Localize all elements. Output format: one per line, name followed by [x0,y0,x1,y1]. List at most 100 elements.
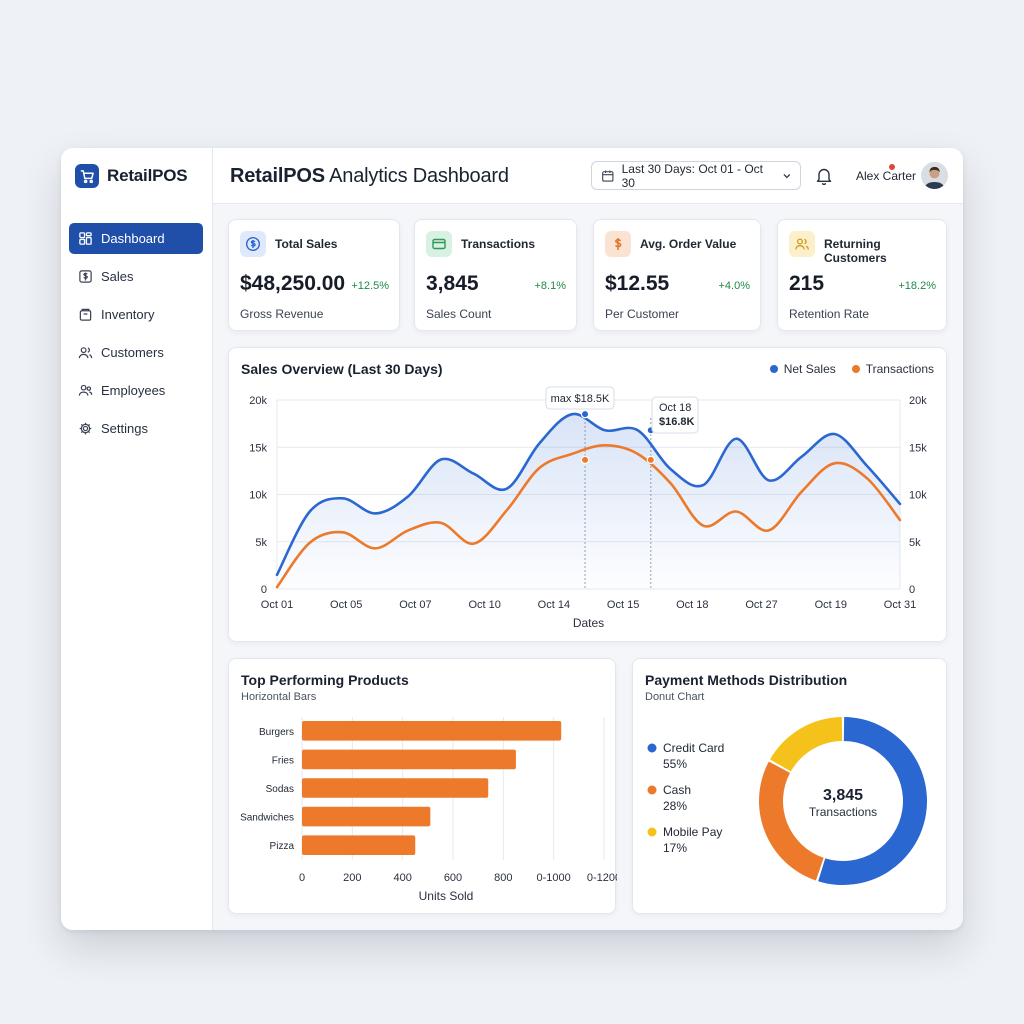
x-tick: 600 [444,872,462,884]
avatar[interactable] [921,162,948,189]
legend-label: Net Sales [783,362,836,376]
x-tick: Oct 10 [468,599,500,611]
kpi-sub: Per Customer [605,307,680,321]
legend-item-transactions[interactable]: Transactions [851,362,934,376]
donut-slice[interactable] [759,761,824,881]
sidebar-item-label: Settings [101,421,148,436]
sidebar-item-customers[interactable]: Customers [69,337,203,368]
y-tick-left: 0 [261,584,267,596]
dollar-square-icon [79,270,92,283]
sidebar-item-label: Customers [101,345,164,360]
y-tick-left: 20k [249,395,267,407]
sidebar-item-sales[interactable]: Sales [69,261,203,292]
x-tick: Oct 15 [607,599,639,611]
kpi-label: Avg. Order Value [640,237,737,251]
products-bar-chart: 0 200 400 600 800 0-1000 0-1200 Burgers Fries Sod… [240,717,617,903]
section-subtitle: Donut Chart [645,691,705,703]
kpi-card-avg-order-value[interactable]: Avg. Order Value $12.55 +4.0% Per Custom… [593,219,761,331]
brand-name: RetailPOS [107,166,188,185]
page-title-text: Analytics Dashboard [324,165,509,187]
sidebar-nav: Dashboard Sales Inventory Customers Empl… [69,223,203,451]
bar[interactable] [302,749,516,770]
legend-swatch [647,743,657,753]
kpi-card-total-sales[interactable]: Total Sales $48,250.00 +12.5% Gross Reve… [228,219,400,331]
gear-icon [79,422,92,435]
kpi-sub: Sales Count [426,307,492,321]
cart-icon [75,164,99,188]
kpi-label: Total Sales [275,237,338,251]
x-tick: Oct 19 [815,599,847,611]
payment-methods-card: Payment Methods Distribution Donut Chart… [632,658,947,914]
dollar-circle-icon [240,231,266,257]
kpi-card-transactions[interactable]: Transactions 3,845 +8.1% Sales Count [414,219,577,331]
transactions-line [275,444,902,589]
sidebar-item-settings[interactable]: Settings [69,413,203,444]
highlight-marker[interactable] [580,455,590,465]
tooltip-value: $16.8K [659,416,695,428]
top-products-card: Top Performing Products Horizontal Bars … [228,658,617,914]
category-label: Fries [272,755,294,766]
bar[interactable] [302,721,562,741]
sidebar: RetailPOS Dashboard Sales Inventory Cust… [61,148,213,930]
dollar-icon [605,231,631,257]
sidebar-item-label: Inventory [101,307,155,322]
bell-icon[interactable] [815,166,833,186]
kpi-card-returning-customers[interactable]: Returning Customers 215 +18.2% Retention… [777,219,947,331]
donut-center-value: 3,845 [823,787,863,804]
category-label: Pizza [270,841,295,852]
donut-center-label: Transactions [809,805,877,819]
section-subtitle: Horizontal Bars [241,691,317,703]
kpi-delta: +4.0% [718,280,751,292]
x-tick: Oct 27 [745,599,777,611]
tooltip-max-text: max $18.5K [551,393,610,405]
x-tick: Oct 05 [330,599,362,611]
y-tick-right: 0 [909,584,915,596]
kpi-label: Transactions [461,237,536,251]
legend-item-net-sales[interactable]: Net Sales [769,362,836,376]
chevron-down-icon [783,173,791,178]
section-title: Top Performing Products [241,672,409,688]
donut-slice[interactable] [818,717,927,885]
sidebar-item-dashboard[interactable]: Dashboard [69,223,203,254]
top-header: RetailPOS Analytics Dashboard Last 30 Da… [213,148,963,204]
legend-swatch [647,785,657,795]
kpi-value: 3,845 [426,272,479,295]
payment-donut-chart: Credit Card 55% Cash 28% Mobile Pay 17% 3,845… [647,717,927,885]
category-label: Sandwiches [240,813,294,824]
bar[interactable] [302,835,416,855]
y-tick-left: 15k [249,442,267,454]
y-tick-right: 5k [909,537,921,549]
sidebar-item-inventory[interactable]: Inventory [69,299,203,330]
bar[interactable] [302,778,489,798]
x-tick: Oct 07 [399,599,431,611]
legend-swatch [769,364,778,373]
sidebar-item-label: Sales [101,269,134,284]
highlight-marker[interactable] [580,409,590,419]
bar[interactable] [302,806,431,827]
date-range-picker[interactable]: Last 30 Days: Oct 01 - Oct 30 [591,161,801,190]
x-tick: 0 [299,872,305,884]
x-tick: 0-1200 [587,872,617,884]
x-axis-label: Units Sold [419,889,474,903]
brand[interactable]: RetailPOS [75,164,188,188]
section-title: Sales Overview (Last 30 Days) [241,361,443,377]
card-icon [426,231,452,257]
highlight-marker[interactable] [646,455,655,465]
box-icon [79,308,92,321]
legend-label: Transactions [865,362,934,376]
tooltip-date: Oct 18 [659,402,691,414]
sidebar-item-employees[interactable]: Employees [69,375,203,406]
sales-line-chart: 0 0 5k 5k 10k 10k 15k 15k 20k 20k Oct 01 Oct 05 Oct … [249,386,927,630]
kpi-sub: Retention Rate [789,307,870,321]
kpi-value: 215 [789,272,825,295]
donut-slice[interactable] [769,717,843,772]
user-name[interactable]: Alex Carter [856,169,917,183]
x-tick: Oct 18 [676,599,708,611]
people-icon [78,384,93,396]
section-title: Payment Methods Distribution [645,672,848,688]
y-tick-right: 20k [909,395,927,407]
kpi-label: Returning Customers [824,237,887,265]
category-label: Sodas [266,784,294,795]
kpi-delta: +12.5% [351,280,389,292]
y-tick-left: 5k [255,537,267,549]
